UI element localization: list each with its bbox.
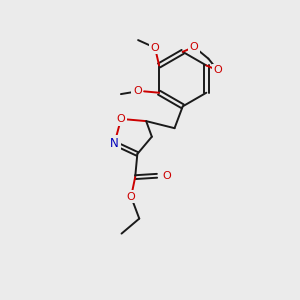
Text: O: O: [190, 42, 199, 52]
Text: O: O: [117, 114, 125, 124]
Text: N: N: [110, 137, 119, 150]
Text: O: O: [133, 86, 142, 96]
Text: O: O: [162, 171, 171, 181]
Text: O: O: [213, 65, 222, 75]
Text: O: O: [151, 43, 159, 53]
Text: O: O: [127, 192, 136, 202]
